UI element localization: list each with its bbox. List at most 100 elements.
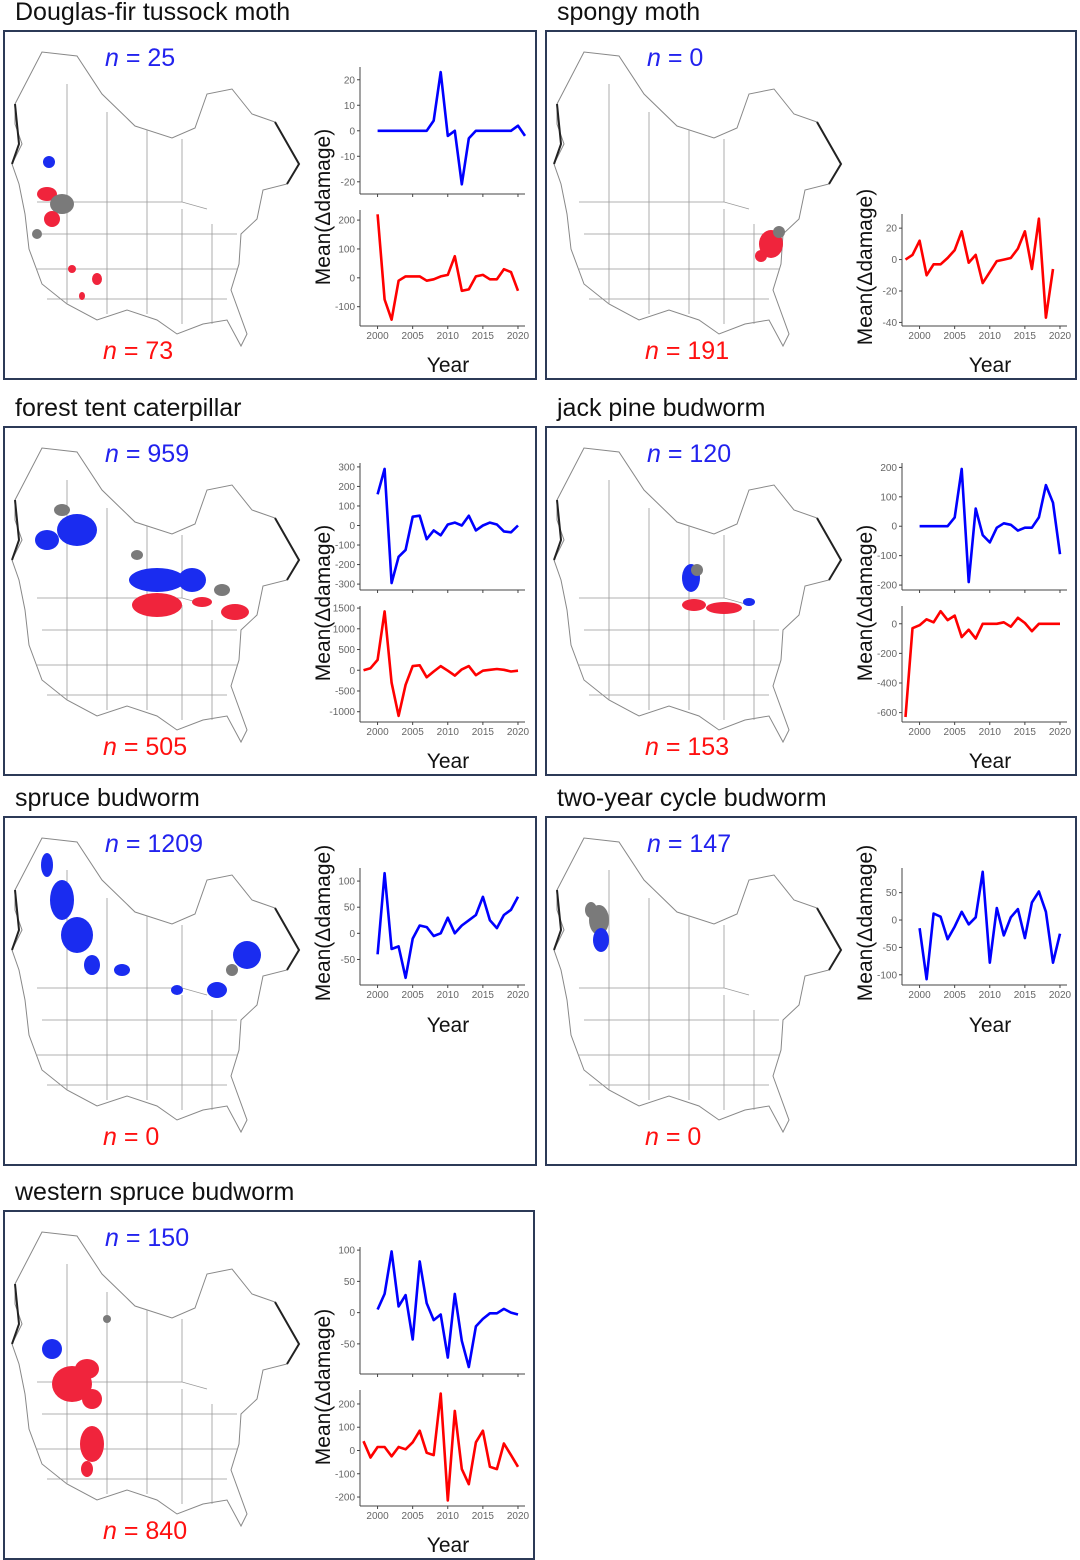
n-decrease-label: n = 0	[645, 1123, 701, 1152]
series-line	[376, 214, 520, 322]
x-tick-label: 2000	[366, 331, 389, 342]
n-symbol: n	[105, 1224, 119, 1252]
x-tick-label: 2015	[472, 331, 495, 342]
y-tick-label: -100	[877, 970, 897, 981]
line-chart: Mean(Δdamage)Year-20-1001020-10001002002…	[312, 67, 530, 377]
panel-2: n = 959 n = 505 Mean(Δdamage) Year -300 -200-…	[3, 426, 537, 776]
series-line	[376, 871, 520, 980]
n-symbol: n	[105, 44, 119, 72]
y-tick-label: 100	[338, 1246, 355, 1257]
x-tick-label: 2010	[437, 990, 460, 1001]
damage-patch	[226, 964, 238, 976]
y-tick-label: -600	[877, 708, 897, 719]
y-tick-label: -500	[335, 686, 355, 697]
panel-title: western spruce budworm	[15, 1178, 295, 1206]
damage-patch	[50, 880, 74, 920]
n-symbol: n	[103, 733, 117, 761]
x-tick-label: 2010	[437, 1511, 460, 1522]
damage-patch	[41, 853, 53, 877]
n-symbol: n	[647, 440, 661, 468]
map-boundary	[723, 925, 750, 996]
line-chart: Mean(Δdamage) Year -50 0 50 100 2000 2005 2010 20…	[312, 845, 530, 1037]
subplot-high: -50 0 50 100 2000 2005 2010 2015 2020	[338, 868, 530, 1001]
panel-title: forest tent caterpillar	[15, 394, 242, 422]
x-tick-label: 2010	[979, 331, 1002, 342]
x-tick-label: 2015	[472, 727, 495, 738]
n-symbol: n	[647, 44, 661, 72]
y-tick-label: 500	[338, 645, 355, 656]
damage-patch	[178, 568, 206, 592]
x-axis-label: Year	[969, 750, 1011, 773]
panel-3: n = 120 n = 153 Mean(Δdamage) Year -200 -100 0…	[545, 426, 1077, 776]
x-axis-label: Year	[427, 750, 469, 773]
n-increase-label: n = 25	[105, 44, 175, 73]
map-coastline	[274, 517, 301, 581]
n-symbol: n	[645, 1123, 659, 1151]
x-tick-label: 2020	[1049, 990, 1072, 1001]
y-tick-label: 200	[338, 482, 355, 493]
x-tick-label: 2010	[437, 727, 460, 738]
line-chart: Mean(Δdamage) Year -100 -50 0 50 2000 2005 2010 2…	[854, 845, 1072, 1037]
damage-patch	[43, 156, 55, 168]
panel-title: jack pine budworm	[557, 394, 766, 422]
y-tick-label: -100	[335, 1469, 355, 1480]
map-coastline	[274, 907, 301, 971]
y-tick-label: -20	[883, 287, 898, 298]
series-line	[376, 467, 519, 585]
n-value: = 153	[665, 733, 730, 761]
damage-patch	[80, 1426, 104, 1462]
panel-title: two-year cycle budworm	[557, 784, 827, 812]
north-america-map	[11, 1231, 301, 1528]
y-tick-label: -20	[341, 177, 356, 188]
y-tick-label: 1000	[333, 624, 356, 635]
map-coastline	[553, 889, 563, 951]
x-tick-label: 2015	[472, 990, 495, 1001]
n-symbol: n	[105, 440, 119, 468]
x-axis-label: Year	[969, 354, 1011, 377]
map-coastline	[553, 499, 563, 561]
y-tick-label: 0	[349, 521, 355, 532]
y-tick-label: -200	[877, 581, 897, 592]
y-tick-label: 200	[338, 216, 355, 227]
y-tick-label: -50	[341, 955, 356, 966]
damage-patch	[68, 265, 76, 273]
y-tick-label: 50	[344, 1277, 356, 1288]
n-value: = 25	[125, 44, 176, 72]
n-value: = 0	[667, 44, 704, 72]
damage-patch	[42, 1339, 62, 1359]
x-tick-label: 2020	[507, 1511, 530, 1522]
series-line	[918, 870, 1062, 981]
line-chart: Mean(Δdamage)Year-300-200-1000100200300-…	[312, 462, 530, 773]
damage-patch	[82, 1389, 102, 1409]
y-axis-label: Mean(Δdamage)	[312, 525, 335, 681]
map-coastline	[274, 1301, 301, 1365]
x-tick-label: 2005	[944, 727, 967, 738]
map-boundary	[181, 139, 208, 210]
damage-patch	[92, 273, 102, 285]
n-symbol: n	[103, 1517, 117, 1545]
y-tick-label: 300	[338, 462, 355, 473]
n-value: = 840	[123, 1517, 188, 1545]
subplot-bottom: -100 0 100 200 2000 2005 2010 2015 2020	[335, 210, 530, 342]
n-value: = 959	[125, 440, 190, 468]
n-increase-label: n = 959	[105, 440, 189, 469]
n-symbol: n	[647, 830, 661, 858]
subplot-high: -100 -50 0 50 2000 2005 2010 2015 2020	[877, 868, 1072, 1001]
subplot-bottom: -1000 -500 0 500 1000 1500 2000 2005 2010 2015 202…	[329, 604, 529, 738]
series-line	[904, 217, 1055, 320]
x-tick-label: 2000	[908, 331, 931, 342]
subplot-top: -300 -200 -100 0 100 200 300	[335, 462, 525, 593]
x-tick-label: 2020	[507, 331, 530, 342]
n-increase-label: n = 150	[105, 1224, 189, 1253]
y-tick-label: 0	[891, 522, 897, 533]
north-america-map	[553, 51, 843, 348]
map-coastline	[11, 499, 21, 561]
n-decrease-label: n = 73	[103, 337, 173, 366]
y-tick-label: 200	[338, 1399, 355, 1410]
damage-patch	[221, 604, 249, 620]
x-tick-label: 2015	[1014, 990, 1037, 1001]
n-value: = 150	[125, 1224, 190, 1252]
y-axis-label: Mean(Δdamage)	[312, 129, 335, 285]
n-value: = 147	[667, 830, 732, 858]
